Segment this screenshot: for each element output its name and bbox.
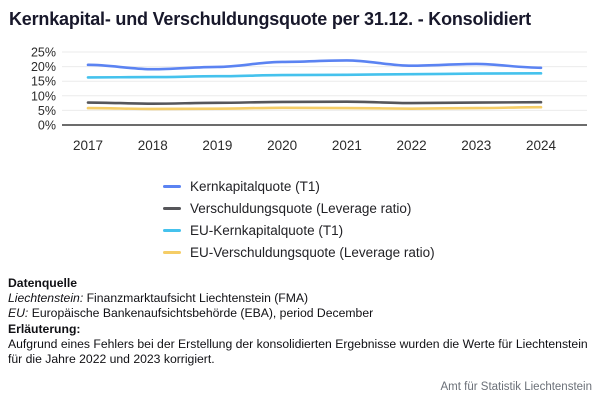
legend-row: Kernkapitalquote (T1) bbox=[163, 179, 435, 194]
x-tick-label: 2023 bbox=[461, 138, 491, 153]
chart-legend: Kernkapitalquote (T1) Verschuldungsquote… bbox=[163, 179, 435, 260]
x-tick-label: 2022 bbox=[397, 138, 427, 153]
series-line-2 bbox=[86, 72, 543, 79]
x-tick-label: 2018 bbox=[138, 138, 168, 153]
y-tick-label: 10% bbox=[31, 89, 56, 103]
datasource-li-label: Liechtenstein: bbox=[8, 291, 84, 306]
legend-line-swatch bbox=[163, 207, 181, 210]
footer-notes: Datenquelle Liechtenstein: Finanzmarktau… bbox=[8, 276, 592, 367]
legend-row: Verschuldungsquote (Leverage ratio) bbox=[163, 201, 435, 216]
legend-label: Verschuldungsquote (Leverage ratio) bbox=[190, 201, 412, 216]
legend-row: EU-Verschuldungsquote (Leverage ratio) bbox=[163, 245, 435, 260]
legend-row: EU-Kernkapitalquote (T1) bbox=[163, 223, 435, 238]
legend-line-swatch bbox=[163, 185, 181, 188]
x-tick-label: 2020 bbox=[267, 138, 297, 153]
datasource-li-text: Finanzmarktaufsicht Liechtenstein (FMA) bbox=[83, 291, 309, 306]
y-tick-label: 15% bbox=[31, 75, 56, 89]
datasource-heading: Datenquelle bbox=[8, 276, 78, 290]
legend-label: EU-Verschuldungsquote (Leverage ratio) bbox=[190, 245, 435, 260]
line-chart: 0%5%10%15%20%25% 2017 2018 2019 2020 2021 2022… bbox=[31, 46, 587, 153]
datasource-line-liechtenstein: Liechtenstein: Finanzmarktaufsicht Liech… bbox=[8, 291, 592, 306]
legend-line-swatch bbox=[163, 251, 181, 254]
datasource-line-eu: EU: Europäische Bankenaufsichtsbehörde (… bbox=[8, 306, 592, 321]
y-tick-label: 0% bbox=[38, 119, 56, 133]
x-tick-label: 2021 bbox=[332, 138, 362, 153]
datasource-eu-label: EU: bbox=[8, 306, 29, 321]
legend-line-swatch bbox=[163, 229, 181, 232]
explanation-heading: Erläuterung: bbox=[8, 321, 81, 336]
y-tick-label: 20% bbox=[31, 60, 56, 74]
chart-title: Kernkapital- und Verschuldungsquote per … bbox=[9, 9, 531, 29]
legend-label: EU-Kernkapitalquote (T1) bbox=[190, 223, 344, 238]
series-line-3 bbox=[86, 105, 543, 111]
y-tick-label: 25% bbox=[31, 46, 56, 60]
y-tick-label: 5% bbox=[38, 104, 56, 118]
explanation-note: Aufgrund eines Fehlers bei der Erstellun… bbox=[8, 336, 588, 367]
source-attribution: Amt für Statistik Liechtenstein bbox=[440, 381, 592, 393]
datasource-eu-text: Europäische Bankenaufsichtsbehörde (EBA)… bbox=[28, 306, 374, 321]
legend-label: Kernkapitalquote (T1) bbox=[190, 179, 320, 194]
x-tick-label: 2024 bbox=[526, 138, 557, 153]
x-tick-label: 2017 bbox=[73, 138, 103, 153]
series-line-1 bbox=[86, 100, 543, 105]
x-tick-label: 2019 bbox=[202, 138, 232, 153]
series-line-0 bbox=[86, 59, 543, 71]
